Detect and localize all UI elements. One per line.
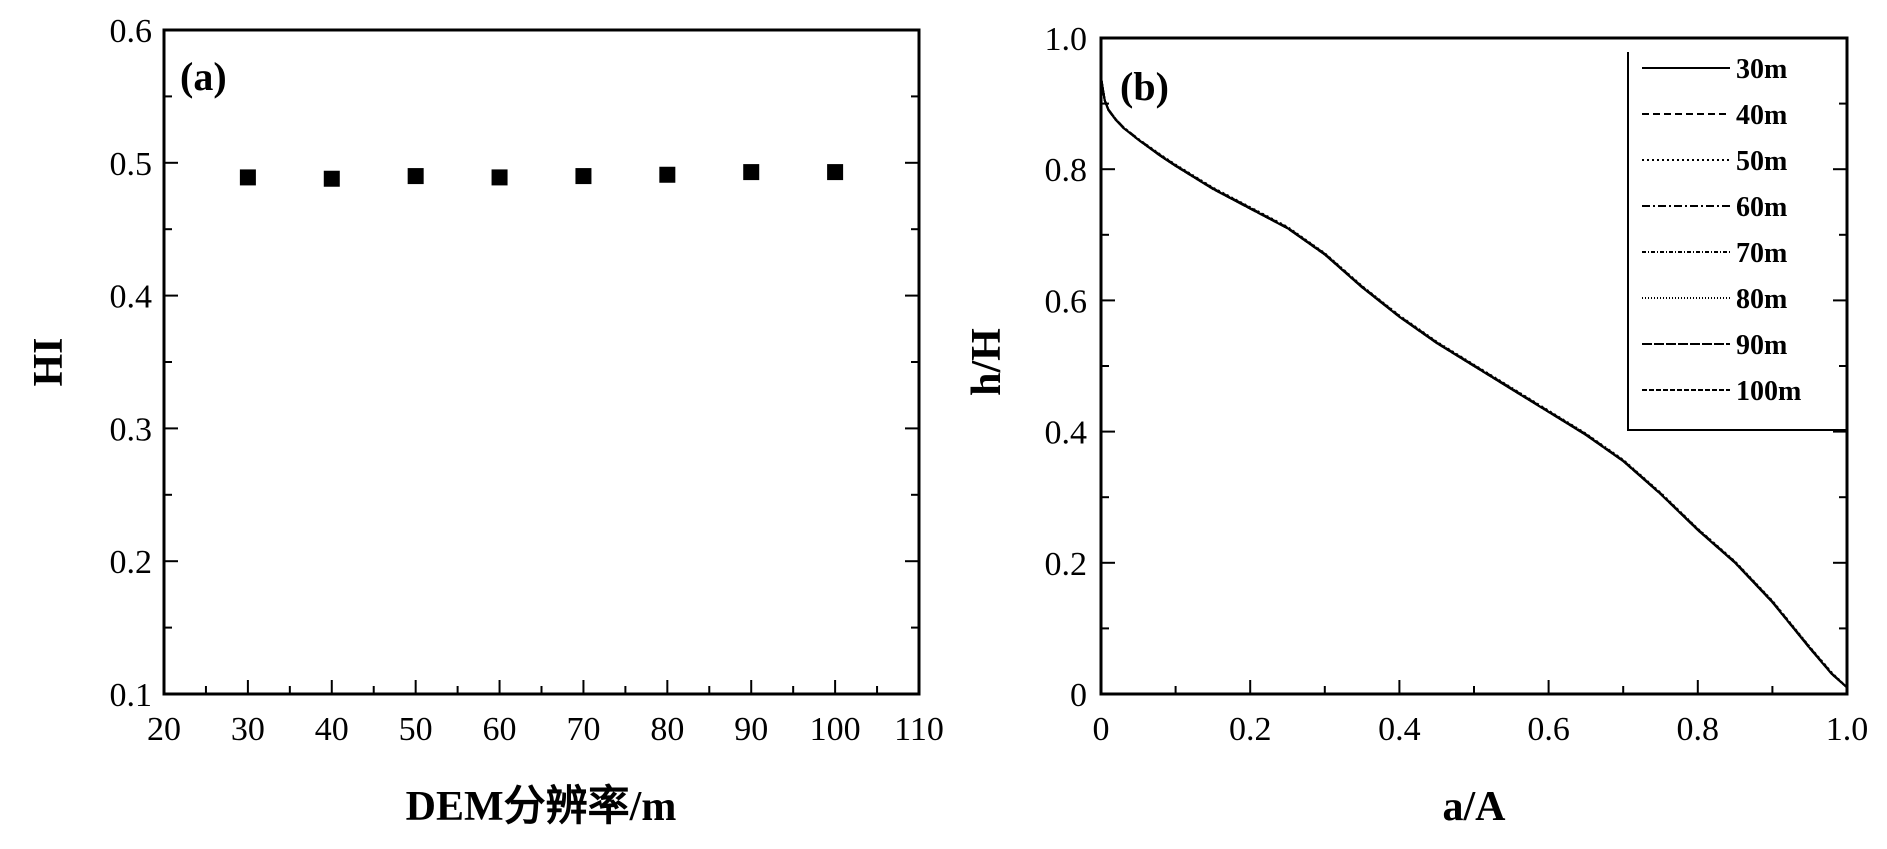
plot-frame-a [162, 28, 921, 696]
data-point-a [407, 168, 424, 185]
legend-box-b [1627, 52, 1847, 431]
data-point-a [239, 169, 256, 186]
legend-label-90m: 90m [1736, 330, 1787, 361]
y-tick-label-a: 0.3 [110, 411, 153, 448]
x-tick-label-b: 1.0 [1826, 711, 1869, 748]
y-axis-label-a: HI [26, 337, 72, 386]
x-tick-label-a: 110 [894, 711, 944, 748]
y-tick-label-b: 0.2 [1045, 546, 1088, 583]
y-tick-label-b: 0.6 [1045, 283, 1088, 320]
x-tick-label-a: 50 [399, 711, 433, 748]
panel-a: 20 30 40 50 60 70 80 90 100 110 0.10.20.30.40.50.… [26, 13, 944, 830]
data-point-a [827, 164, 844, 181]
y-tick-label-a: 0.5 [110, 146, 153, 183]
x-tick-label-b: 0 [1093, 711, 1110, 748]
x-tick-label-b: 0.8 [1677, 711, 1720, 748]
x-tick-label-a: 90 [734, 711, 768, 748]
x-tick-label-a: 60 [483, 711, 517, 748]
data-points-a [239, 164, 844, 187]
x-tick-label-b: 0.2 [1229, 711, 1272, 748]
data-point-a [659, 166, 676, 183]
panel-label-b: (b) [1120, 64, 1169, 109]
y-tick-label-b: 0 [1070, 677, 1087, 714]
x-tick-label-a: 100 [810, 711, 861, 748]
y-tick-label-a: 0.1 [110, 677, 153, 714]
x-ticks-a: 20 30 40 50 60 70 80 90 100 110 [147, 680, 944, 748]
y-ticks-a: 0.1 0.2 0.3 0.4 0.5 0.6 [110, 13, 919, 714]
series-line-100m [1100, 77, 1848, 689]
x-ticks-b: 0 0.2 0.4 0.6 0.8 1.0 [1093, 680, 1869, 748]
legend-label-60m: 60m [1736, 192, 1787, 223]
y-ticks-b: 0 0.2 0.4 0.6 0.8 1.0 [1045, 21, 1847, 714]
y-tick-label-a: 0.6 [110, 13, 153, 50]
x-tick-label-b: 0.6 [1527, 711, 1570, 748]
y-axis-label-b: h/H [964, 328, 1010, 396]
x-axis-label-a: DEM分辨率/m [406, 783, 677, 830]
x-tick-label-b: 0.4 [1378, 711, 1421, 748]
data-point-a [491, 169, 508, 186]
legend-label-100m: 100m [1736, 376, 1801, 407]
x-tick-label-a: 20 [147, 711, 181, 748]
legend-label-50m: 50m [1736, 146, 1787, 177]
data-point-a [743, 164, 760, 181]
x-tick-label-a: 70 [566, 711, 600, 748]
legend-b: 30m 40m 50m 60m 70m 80m 90m 100m [1627, 52, 1847, 431]
y-tick-label-a: 0.4 [110, 279, 153, 316]
x-tick-label-a: 40 [315, 711, 349, 748]
panel-b: 0 0.2 0.4 0.6 0.8 1.0 0 0.2 0.4 0.6 0.8 1.0 (b) a/… [964, 21, 1868, 830]
y-tick-label-a: 0.2 [110, 544, 153, 581]
y-tick-label-b: 0.8 [1045, 152, 1088, 189]
data-point-a [575, 168, 592, 185]
x-tick-label-a: 30 [231, 711, 265, 748]
data-lines-b [1100, 77, 1848, 689]
data-point-a [323, 170, 340, 187]
y-tick-label-b: 1.0 [1045, 21, 1088, 58]
y-tick-label-b: 0.4 [1045, 415, 1088, 452]
x-axis-label-b: a/A [1443, 784, 1507, 830]
legend-label-40m: 40m [1736, 100, 1787, 131]
legend-items-b: 30m 40m 50m 60m 70m 80m 90m 100m [1642, 54, 1801, 407]
x-tick-label-a: 80 [650, 711, 684, 748]
legend-label-80m: 80m [1736, 284, 1787, 315]
panel-label-a: (a) [180, 54, 227, 99]
legend-label-70m: 70m [1736, 238, 1787, 269]
legend-label-30m: 30m [1736, 54, 1787, 85]
